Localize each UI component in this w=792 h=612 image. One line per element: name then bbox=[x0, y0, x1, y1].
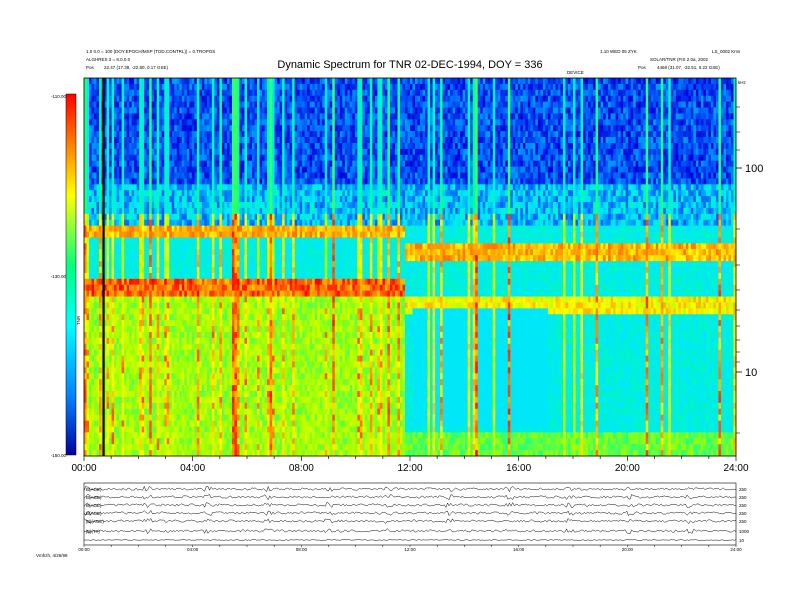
footer-credit: Vmhzh, 4/26/98 bbox=[36, 553, 68, 558]
colorbar-tick-mid: -130.00 bbox=[51, 274, 67, 279]
mag-right-tick: 1000 bbox=[739, 529, 750, 534]
mag-time-tick-label: 24:00 bbox=[730, 547, 742, 552]
header-left-pos-value: 22.47 (17.38, -22.80, 0.17 GSE) bbox=[104, 65, 169, 70]
mag-time-tick-label: 20:00 bbox=[622, 547, 634, 552]
freq-tick-10: 10 bbox=[745, 367, 757, 379]
freq-tick-100: 100 bbox=[745, 163, 763, 175]
spectrogram-heatmap bbox=[84, 78, 737, 457]
device-marker-label: DEVICE bbox=[567, 70, 584, 75]
header-right-line2: SOLAR/TNR (FIS 2.0a, 2002 bbox=[650, 57, 709, 62]
mag-trace bbox=[83, 517, 737, 525]
mag-trace bbox=[83, 485, 737, 493]
time-tick-label: 04:00 bbox=[180, 463, 205, 474]
colorbar bbox=[65, 93, 77, 456]
header-left-pos-label: Pos bbox=[86, 65, 95, 70]
mag-series-label: |B|(TT) bbox=[86, 529, 100, 534]
colorbar-label: TNR bbox=[76, 315, 81, 325]
freq-unit-label: kHz bbox=[738, 80, 746, 85]
header-right-pos-value: 4468 (31.07, -32.51, 0.22 GSE) bbox=[657, 65, 720, 70]
time-tick-label: 16:00 bbox=[506, 463, 531, 474]
header-right-pos-label: Pos bbox=[638, 65, 647, 70]
time-tick-label: 12:00 bbox=[397, 463, 422, 474]
mag-right-tick: 250 bbox=[739, 487, 747, 492]
mag-time-tick-label: 16:00 bbox=[513, 547, 525, 552]
chart-title: Dynamic Spectrum for TNR 02-DEC-1994, DO… bbox=[277, 59, 542, 71]
colorbar-tick-top: -110.00 bbox=[51, 94, 66, 99]
mag-series-label: B(AGE) bbox=[86, 487, 102, 492]
mag-time-tick-label: 00:00 bbox=[78, 547, 90, 552]
magnetometer-time-axis: 00:00 04:00 08:00 12:00 16:00 20:00 24:00 bbox=[78, 545, 742, 552]
header-right-line1: 1.10 WED 05 ZYK bbox=[600, 49, 637, 54]
mag-trace bbox=[83, 528, 737, 535]
header-left-line1: 1.0 0.0 = 100 (DOY.EPOCH/MSP (TOD.CONTRL… bbox=[86, 49, 215, 54]
header-left-line2: ALGHRES 3 = 8.0.0.0 bbox=[86, 57, 131, 62]
magnetometer-panel bbox=[83, 482, 737, 546]
mag-series-label: |B|(AGE) bbox=[86, 519, 104, 524]
mag-right-tick: 250 bbox=[739, 503, 747, 508]
time-tick-label: 00:00 bbox=[71, 463, 96, 474]
mag-time-tick-label: 08:00 bbox=[296, 547, 308, 552]
magnetometer-traces bbox=[83, 485, 737, 541]
mag-series-label: B(AGE) bbox=[86, 503, 102, 508]
header-top-right: LS_0002 Kms bbox=[712, 49, 741, 54]
mag-right-tick: 250 bbox=[739, 495, 747, 500]
time-tick-label: 08:00 bbox=[289, 463, 314, 474]
mag-right-tick: 250 bbox=[739, 519, 747, 524]
time-tick-label: 24:00 bbox=[723, 463, 748, 474]
mag-right-tick: 250 bbox=[739, 511, 747, 516]
mag-trace bbox=[83, 539, 737, 541]
mag-time-tick-label: 12:00 bbox=[404, 547, 416, 552]
mag-trace bbox=[83, 493, 737, 501]
colorbar-tick-bottom: -150.00 bbox=[51, 453, 67, 458]
mag-series-label: B(AGE) bbox=[86, 511, 102, 516]
mag-right-tick: 10 bbox=[739, 538, 745, 543]
mag-series-label: B(AGE) bbox=[86, 495, 102, 500]
mag-time-tick-label: 04:00 bbox=[187, 547, 199, 552]
mag-trace bbox=[83, 509, 737, 517]
magnetometer-labels: B(AGE) 250 B(AGE) 250 B(AGE) 250 B(AGE) 250 |B|(… bbox=[86, 487, 750, 543]
time-axis: 00:00 04:00 08:00 12:00 16:00 20:00 24:00 bbox=[71, 456, 749, 474]
mag-trace bbox=[83, 501, 737, 508]
freq-ticks bbox=[736, 106, 742, 434]
time-tick-label: 20:00 bbox=[615, 463, 640, 474]
